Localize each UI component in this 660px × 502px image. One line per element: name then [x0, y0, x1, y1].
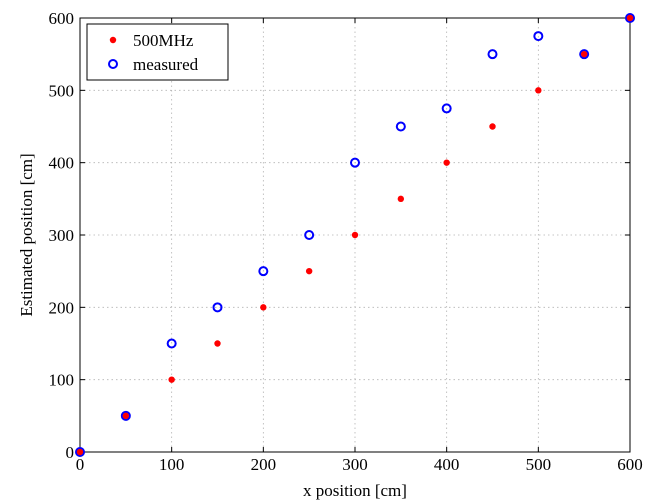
y-tick-label: 200 [49, 298, 75, 317]
point-500mhz [443, 159, 449, 165]
point-500mhz [535, 87, 541, 93]
x-tick-label: 0 [76, 455, 85, 474]
point-500mhz [77, 449, 83, 455]
y-tick-label: 100 [49, 371, 75, 390]
legend-marker-500mhz [110, 37, 116, 43]
point-500mhz [581, 51, 587, 57]
point-measured [489, 50, 497, 58]
x-tick-label: 400 [434, 455, 460, 474]
point-500mhz [214, 340, 220, 346]
y-axis-title: Estimated position [cm] [17, 153, 36, 316]
point-500mhz [260, 304, 266, 310]
point-measured [397, 123, 405, 131]
y-tick-label: 600 [49, 9, 75, 28]
x-tick-label: 300 [342, 455, 368, 474]
x-tick-label: 100 [159, 455, 185, 474]
point-500mhz [489, 123, 495, 129]
y-tick-label: 300 [49, 226, 75, 245]
point-500mhz [352, 232, 358, 238]
x-tick-label: 600 [617, 455, 643, 474]
legend: 500MHz measured [87, 24, 228, 80]
y-tick-label: 500 [49, 81, 75, 100]
x-axis-title: x position [cm] [303, 481, 407, 500]
legend-label-500mhz: 500MHz [133, 31, 194, 50]
point-500mhz [398, 196, 404, 202]
point-500mhz [306, 268, 312, 274]
point-500mhz [627, 15, 633, 21]
x-tick-label: 200 [251, 455, 277, 474]
legend-label-measured: measured [133, 55, 199, 74]
x-tick-label: 500 [526, 455, 552, 474]
y-tick-label: 0 [66, 443, 75, 462]
point-500mhz [168, 376, 174, 382]
point-500mhz [123, 413, 129, 419]
y-tick-label: 400 [49, 154, 75, 173]
